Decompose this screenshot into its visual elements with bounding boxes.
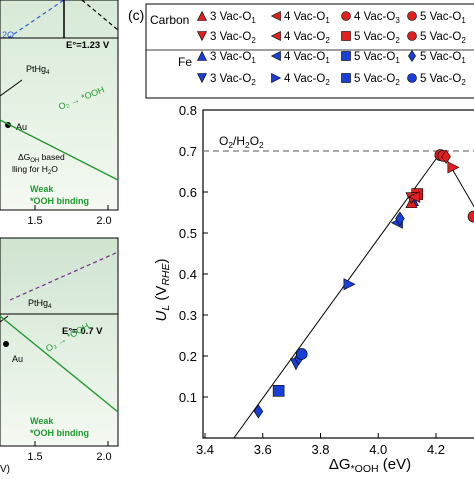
left-bottom-panel-frame <box>0 237 119 447</box>
e0-label: E°=1.23 V <box>66 40 110 51</box>
data-point-carbon-circle <box>467 210 474 223</box>
weak-label-1: Weak <box>30 184 54 194</box>
y-tick-label: 0.3 <box>179 308 197 323</box>
weak-label-bottom-1: Weak <box>30 416 54 426</box>
axis-ticks: 0.1 0.2 0.3 0.4 0.5 0.6 0.7 0.8 3.4 3.6 3.8 4.0 4.2 <box>179 103 445 457</box>
legend-marker <box>341 31 351 41</box>
top-xtick-label-2: 2.0 <box>96 215 111 227</box>
plot-c: 0.10.20.30.40.50.60.70.83.4 3.6 3.8 4.0 4.2 … <box>153 103 474 475</box>
top-xtick-label-1: 1.5 <box>27 215 42 227</box>
dg-note-line1: ΔGOH based <box>18 152 65 164</box>
legend-marker <box>407 31 417 41</box>
legend-marker <box>407 73 417 83</box>
y-tick-label: 0.8 <box>179 103 197 118</box>
e0-label-bottom: E°= 0.7 V <box>62 326 103 337</box>
legend-marker <box>341 11 351 21</box>
dg-note-line2: lling for H2O <box>12 164 58 176</box>
legend-carbon-label: Carbon <box>150 13 189 27</box>
data-point-carbon-tri-right <box>447 161 460 174</box>
legend-marker <box>197 73 207 84</box>
legend-marker <box>407 11 417 21</box>
legend-entry-label: 3 Vac-O2 <box>210 31 256 45</box>
left-bottom-panel: PtHg4 E°= 0.7 V Au O₂ → *OOH Weak *OOH b… <box>0 237 119 475</box>
x-tick-label: 4.2 <box>427 442 445 457</box>
legend-entry-label: 4 Vac-O1 <box>284 11 330 25</box>
legend-marker <box>197 50 207 61</box>
au-label: Au <box>16 122 27 132</box>
green-line-bottom <box>0 315 119 413</box>
legend-marker <box>271 73 282 83</box>
y-tick-label: 0.4 <box>179 267 197 282</box>
pthg4-label: PtHg4 <box>26 64 50 76</box>
data-point-fe-diamond <box>395 211 405 226</box>
y-tick-label: 0.5 <box>179 226 197 241</box>
legend-entry-label: 5 Vac-O2 <box>420 31 466 45</box>
weak-label-bottom-2: *OOH binding <box>30 428 89 438</box>
legend-entry-label: 5 Vac-O2 <box>354 73 400 87</box>
panel-label-c: (c) <box>128 7 144 23</box>
reference-line-label: O2/H2O2 <box>219 134 264 150</box>
y-tick-label: 0.7 <box>179 144 197 159</box>
data-point-fe-tri-right <box>343 278 356 291</box>
legend-marker <box>197 10 207 21</box>
purple-dashed-line <box>9 251 119 301</box>
weak-label-2: *OOH binding <box>30 196 89 206</box>
legend-entry-label: 4 Vac-O3 <box>354 11 400 25</box>
legend-entry-label: 3 Vac-O1 <box>210 11 256 25</box>
au-marker-bottom <box>3 341 9 347</box>
blue-dashed-line <box>7 0 65 39</box>
left-top-panel-bg <box>0 0 118 210</box>
y-tick-label: 0.6 <box>179 185 197 200</box>
y-tick-label: 0.2 <box>179 349 197 364</box>
pthg4-label-bottom: PtHg4 <box>28 298 52 310</box>
data-points <box>253 149 474 419</box>
y-tick-label: 0.1 <box>179 390 197 405</box>
data-point-carbon-tri-left <box>408 190 421 203</box>
data-point-fe-diamond <box>253 404 264 419</box>
legend-entry-label: 5 Vac-O1 <box>420 51 466 65</box>
left-top-panel-frame <box>0 0 119 211</box>
x-tick-label: 3.6 <box>254 442 272 457</box>
legend-entries: 3 Vac-O1 4 Vac-O1 4 Vac-O3 5 Vac-O1 3 Vac-O2… <box>197 10 466 87</box>
legend-marker <box>270 11 281 21</box>
black-dashed-line <box>81 0 119 31</box>
data-point-fe-square <box>272 385 285 397</box>
plot-frame <box>202 109 474 439</box>
data-point-carbon-diamond <box>441 149 451 164</box>
x-tick-label: 4.0 <box>369 442 387 457</box>
blue-line-label: 2O <box>2 30 14 40</box>
legend-entry-label: 4 Vac-O2 <box>284 31 330 45</box>
bottom-xtick-label-2: 2.0 <box>96 451 111 463</box>
volcano-line <box>233 150 474 439</box>
bottom-corner-text: V) <box>0 464 10 474</box>
legend-marker <box>270 51 281 61</box>
legend-entry-label: 5 Vac-O2 <box>420 73 466 87</box>
data-point-fe-circle <box>295 348 308 360</box>
x-tick-label: 3.8 <box>311 442 329 457</box>
legend-marker <box>270 31 281 41</box>
legend-marker <box>197 31 207 42</box>
legend: Carbon Fe 3 Vac-O1 4 Vac-O1 4 Vac-O3 5 Vac-… <box>145 3 474 99</box>
y-axis-label: UL (VRHE) <box>153 258 172 321</box>
bottom-xtick-label-1: 1.5 <box>27 451 42 463</box>
legend-entry-label: 5 Vac-O1 <box>420 11 466 25</box>
legend-entry-label: 3 Vac-O2 <box>210 73 256 87</box>
left-top-panel: 2O E°=1.23 V PtHg4 Au O₂ → *OOH ΔGOH bas… <box>0 0 119 227</box>
legend-marker <box>341 73 351 83</box>
au-label-bottom: Au <box>12 354 23 364</box>
x-tick-label: 3.4 <box>196 442 214 457</box>
x-axis-label: ΔG*OOH (eV) <box>329 456 411 474</box>
left-bottom-panel-bg <box>0 238 118 446</box>
legend-entry-label: 4 Vac-O2 <box>284 73 330 87</box>
legend-fe-label: Fe <box>178 55 192 69</box>
legend-marker <box>408 50 416 62</box>
pthg4-leader <box>0 79 23 97</box>
legend-marker <box>341 51 351 61</box>
legend-entry-label: 5 Vac-O1 <box>354 51 400 65</box>
legend-entry-label: 3 Vac-O1 <box>210 51 256 65</box>
green-line <box>0 119 119 181</box>
legend-entry-label: 5 Vac-O2 <box>354 31 400 45</box>
legend-entry-label: 4 Vac-O1 <box>284 51 330 65</box>
